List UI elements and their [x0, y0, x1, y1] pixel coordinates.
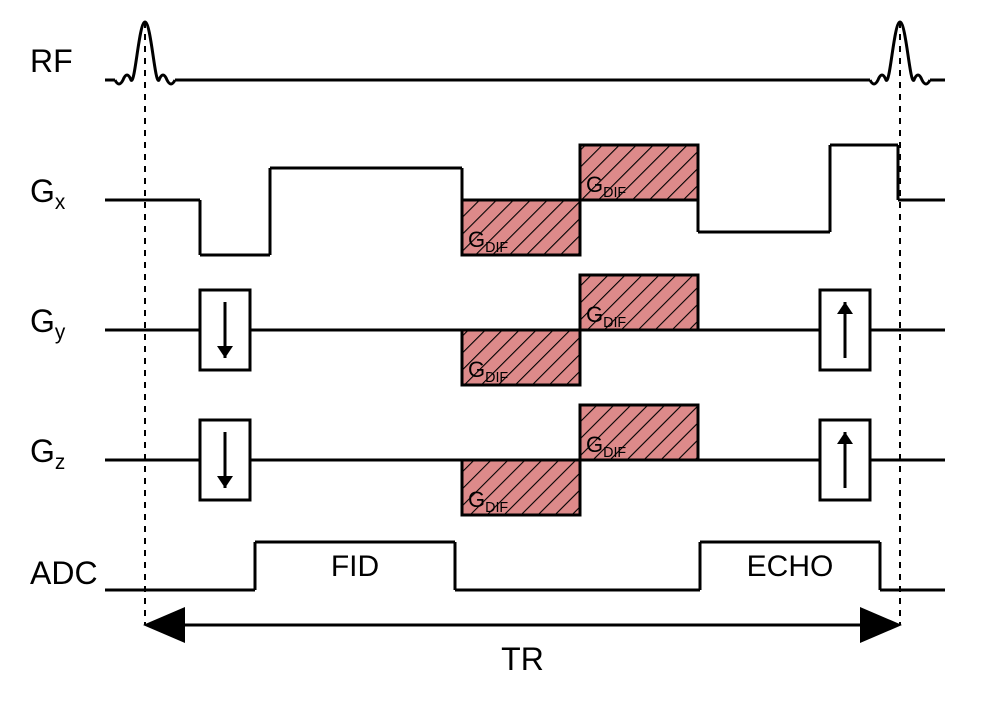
pulse-sequence-diagram: RFGxGDIFGDIFGyGDIFGDIFGzGDIFGDIFADCFIDEC… [0, 0, 1000, 701]
svg-text:ADC: ADC [30, 555, 98, 591]
svg-text:Gy: Gy [30, 303, 66, 344]
svg-text:TR: TR [501, 641, 544, 677]
svg-text:Gx: Gx [30, 173, 66, 214]
svg-text:Gz: Gz [30, 433, 65, 474]
svg-text:RF: RF [30, 43, 73, 79]
svg-text:ECHO: ECHO [747, 550, 834, 583]
svg-text:FID: FID [331, 550, 379, 583]
